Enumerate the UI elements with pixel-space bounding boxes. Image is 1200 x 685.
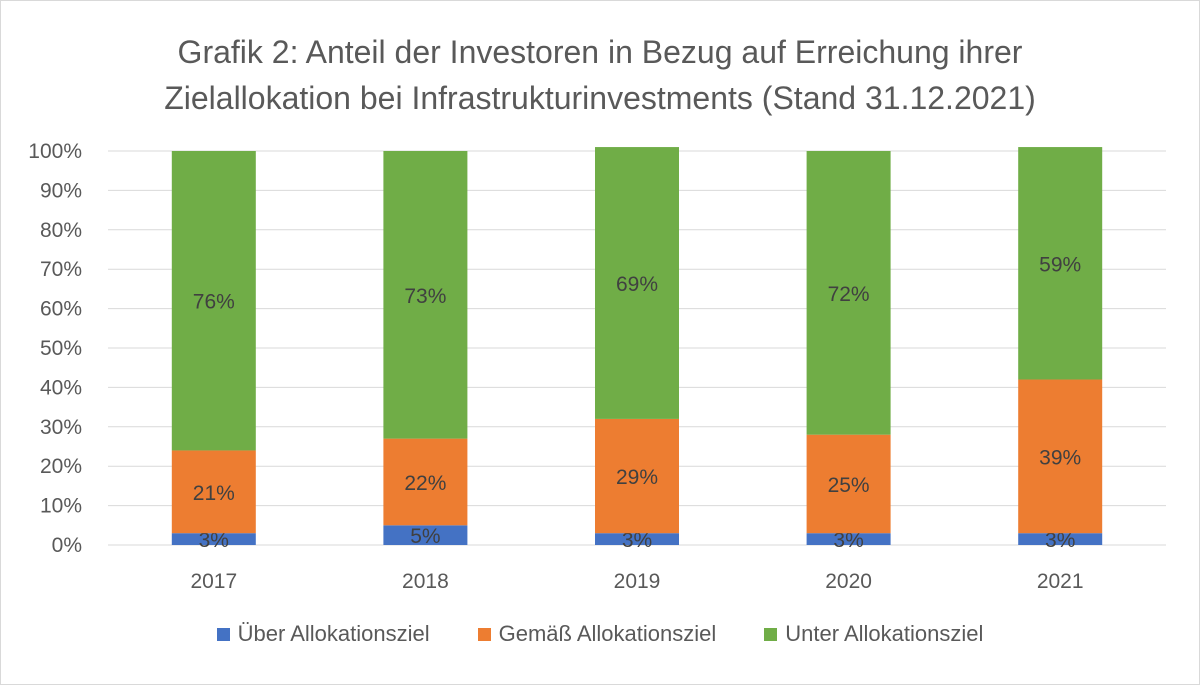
y-tick-label: 90%	[40, 179, 82, 202]
bar-segment	[171, 533, 256, 545]
bar-segment	[1018, 379, 1103, 534]
data-label: 39%	[1039, 446, 1081, 469]
data-label: 3%	[622, 529, 652, 552]
bar-segment	[806, 434, 891, 534]
x-tick-label: 2021	[1037, 570, 1084, 593]
data-label: 22%	[404, 472, 446, 495]
legend-swatch-gemaess	[477, 627, 491, 641]
legend-swatch-ueber	[216, 627, 230, 641]
bar-segment	[595, 418, 679, 534]
data-label: 3%	[1045, 529, 1075, 552]
bar-segment	[1018, 533, 1103, 545]
legend-item-ueber: Über Allokationsziel	[216, 621, 430, 647]
y-tick-label: 60%	[40, 298, 82, 321]
data-label: 73%	[404, 285, 446, 308]
y-tick-label: 30%	[40, 416, 82, 439]
x-tick-label: 2017	[190, 570, 237, 593]
data-label: 69%	[616, 273, 658, 296]
legend-item-gemaess: Gemäß Allokationsziel	[477, 621, 717, 647]
data-label: 21%	[193, 482, 235, 505]
legend: Über Allokationsziel Gemäß Allokationszi…	[1, 621, 1199, 647]
bar-segment	[806, 533, 891, 545]
legend-item-unter: Unter Allokationsziel	[764, 621, 983, 647]
data-label: 3%	[199, 529, 229, 552]
x-tick-label: 2018	[402, 570, 449, 593]
y-tick-label: 0%	[52, 534, 82, 557]
y-tick-label: 50%	[40, 337, 82, 360]
bar-segment	[806, 151, 891, 435]
data-label: 3%	[833, 529, 863, 552]
legend-label-gemaess: Gemäß Allokationsziel	[498, 621, 717, 646]
x-tick-label: 2020	[825, 570, 872, 593]
y-tick-label: 70%	[40, 258, 82, 281]
bar-segment	[171, 450, 256, 534]
data-label: 29%	[616, 466, 658, 489]
chart-title-line-1: Grafik 2: Anteil der Investoren in Bezug…	[177, 34, 1023, 70]
bar-segment	[1018, 147, 1103, 380]
chart-title-line-2: Zielallokation bei Infrastrukturinvestme…	[164, 80, 1036, 116]
y-tick-label: 20%	[40, 455, 82, 478]
data-label: 72%	[828, 283, 870, 306]
y-tick-label: 80%	[40, 219, 82, 242]
legend-label-ueber: Über Allokationsziel	[237, 621, 430, 646]
y-tick-label: 100%	[28, 140, 82, 163]
x-tick-label: 2019	[614, 570, 661, 593]
legend-swatch-unter	[764, 627, 778, 641]
data-label: 25%	[828, 474, 870, 497]
data-label: 59%	[1039, 253, 1081, 276]
chart-title: Grafik 2: Anteil der Investoren in Bezug…	[1, 29, 1199, 121]
data-label: 76%	[193, 291, 235, 314]
data-label: 5%	[410, 525, 440, 548]
bar-segment	[595, 147, 679, 419]
bar-segment	[171, 151, 256, 451]
bar-segment	[383, 525, 468, 545]
y-tick-label: 40%	[40, 376, 82, 399]
legend-label-unter: Unter Allokationsziel	[785, 621, 984, 646]
bar-segment	[595, 533, 679, 545]
y-tick-label: 10%	[40, 495, 82, 518]
bar-segment	[383, 151, 468, 439]
bar-segment	[383, 438, 468, 526]
